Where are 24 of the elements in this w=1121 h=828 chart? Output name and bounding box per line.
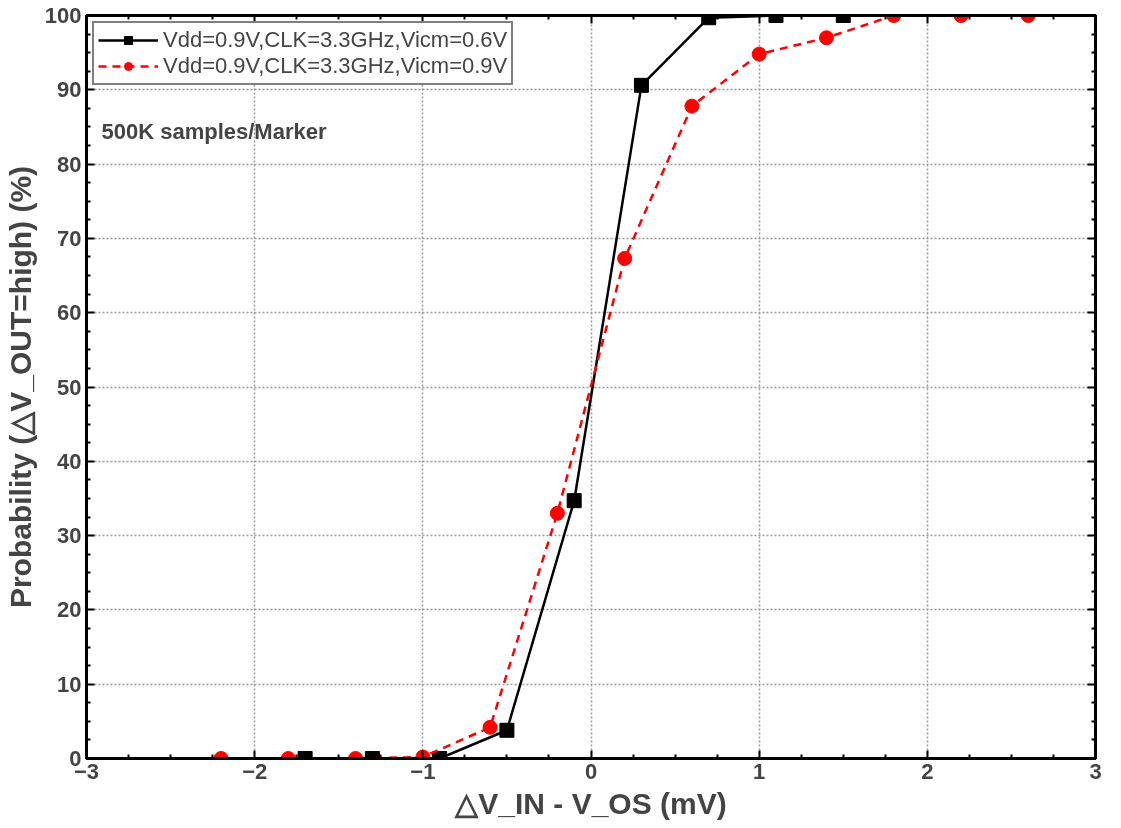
y-tick-label: 50	[57, 374, 82, 400]
y-tick-label: 40	[57, 448, 82, 474]
y-tick-label: 20	[57, 597, 82, 623]
x-tick-label: −1	[410, 758, 436, 784]
y-tick-label: 100	[44, 3, 82, 28]
annotation: 500K samples/Marker	[101, 118, 327, 144]
x-tick-label: 0	[584, 758, 598, 784]
legend-label: Vdd=0.9V,CLK=3.3GHz,Vicm=0.6V	[163, 27, 508, 53]
legend-label: Vdd=0.9V,CLK=3.3GHz,Vicm=0.9V	[163, 53, 508, 79]
x-tick-label: 2	[921, 758, 934, 784]
y-tick-label: 30	[57, 523, 82, 549]
y-axis-title: Probability (△V_OUT=high) (%)	[3, 165, 37, 609]
y-tick-label: 70	[57, 225, 82, 251]
x-tick-label: −2	[242, 758, 268, 784]
y-tick-label: 80	[57, 151, 82, 177]
x-tick-label: 3	[1089, 758, 1102, 784]
y-tick-label: 90	[57, 77, 82, 103]
point	[617, 250, 633, 266]
x-tick-label: 1	[753, 758, 766, 784]
point	[566, 493, 582, 509]
x-axis-title: △V_IN - V_OS (mV)	[454, 786, 727, 820]
y-tick-label: 60	[57, 300, 82, 326]
point	[549, 505, 565, 521]
y-tick-label: 10	[57, 671, 82, 697]
